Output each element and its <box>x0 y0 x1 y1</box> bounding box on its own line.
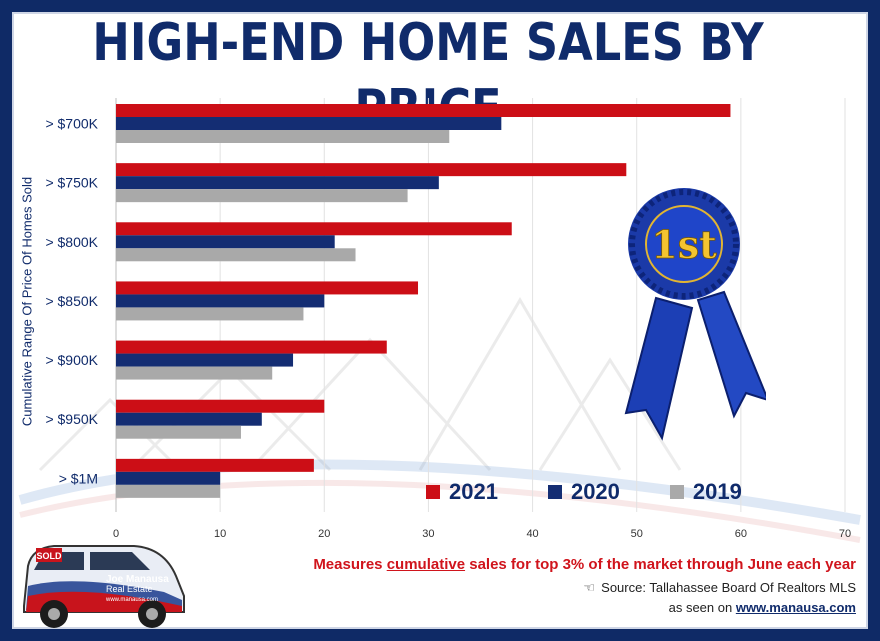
bar-2020 <box>116 294 325 308</box>
bar-2020 <box>116 353 294 367</box>
source-line: ☜ Source: Tallahassee Board Of Realtors M… <box>584 580 857 596</box>
branded-car-image: SOLD Joe Manausa Real Estate www.manausa… <box>23 545 185 628</box>
background-houses-illustration <box>38 297 682 472</box>
bar-2021 <box>116 399 325 413</box>
car-brand-line2: Real Estate <box>106 584 153 594</box>
bar-2020 <box>116 412 262 426</box>
footnote-emphasis: cumulative <box>386 556 466 573</box>
bar-2020 <box>116 235 335 249</box>
y-axis-label: Cumulative Range Of Price Of Homes Sold <box>19 176 35 427</box>
y-tick-label: > $1M <box>59 470 98 486</box>
y-tick-labels: > $700K > $750K > $800K > $850K > $900K > $95… <box>45 116 98 487</box>
bar-2019 <box>116 189 408 203</box>
bar-2019 <box>116 130 450 143</box>
y-tick-label: > $850K <box>45 293 98 309</box>
footnote-suffix: sales for top 3% of the market through J… <box>465 556 856 573</box>
bar-2020 <box>116 471 221 485</box>
bar-2019 <box>116 248 356 262</box>
y-tick-label: > $950K <box>45 411 98 427</box>
x-tick-label: 30 <box>422 528 434 540</box>
seen-on-line: as seen on www.manausa.com <box>669 600 856 615</box>
ribbon-label: 1st <box>651 222 717 267</box>
legend-label-2021: 2021 <box>449 479 498 504</box>
hand-icon: ☜ <box>583 580 596 595</box>
footnote-prefix: Measures <box>313 556 387 573</box>
footnote-cumulative: Measures cumulative sales for top 3% of … <box>313 556 856 573</box>
legend-swatch-2020 <box>547 485 562 499</box>
bar-2020 <box>116 117 502 130</box>
bar-2021 <box>116 281 419 295</box>
x-tick-label: 60 <box>735 528 747 540</box>
legend-label-2020: 2020 <box>570 479 620 504</box>
seen-on-url[interactable]: www.manausa.com <box>735 600 856 615</box>
bar-2019 <box>116 425 241 439</box>
legend-swatch-2021 <box>426 485 440 499</box>
x-tick-label: 40 <box>526 528 538 540</box>
first-place-ribbon: 1st <box>624 188 766 441</box>
bar-2019 <box>116 484 221 498</box>
bar-2019 <box>116 307 304 321</box>
legend-label-2019: 2019 <box>692 479 742 504</box>
legend-item-2019: 2019 <box>669 479 742 505</box>
bar-2020 <box>116 176 439 190</box>
car-sold-sign: SOLD <box>36 551 62 561</box>
chart-legend: 2021 2020 2019 <box>426 478 792 506</box>
background-swoosh <box>18 459 861 543</box>
bar-2021 <box>116 222 512 236</box>
car-brand-line1: Joe Manausa <box>106 574 169 585</box>
bar-2021 <box>116 163 627 177</box>
y-tick-label: > $900K <box>45 352 98 368</box>
source-text: Source: Tallahassee Board Of Realtors ML… <box>601 580 856 595</box>
legend-item-2020: 2020 <box>547 479 620 505</box>
seen-on-prefix: as seen on <box>668 600 736 615</box>
ribbon-tails <box>624 290 766 441</box>
bars-group <box>116 104 731 498</box>
y-tick-label: > $800K <box>45 234 98 250</box>
bar-2021 <box>116 458 314 472</box>
ribbon-rosette <box>628 188 740 300</box>
bar-2019 <box>116 366 273 380</box>
x-tick-label: 70 <box>839 528 851 540</box>
car-url: www.manausa.com <box>105 597 158 603</box>
legend-swatch-2019 <box>669 485 684 499</box>
y-tick-label: > $700K <box>45 116 98 132</box>
x-tick-label: 20 <box>318 528 330 540</box>
bar-2021 <box>116 104 731 117</box>
x-tick-label: 10 <box>214 528 226 540</box>
bar-2021 <box>116 340 387 354</box>
frame-inner-border <box>12 12 868 629</box>
x-tick-label: 50 <box>631 528 643 540</box>
x-tick-label: 0 <box>113 528 119 540</box>
legend-item-2021: 2021 <box>426 479 498 505</box>
x-tick-labels: 0 10 20 30 40 50 60 70 <box>113 528 851 540</box>
y-tick-label: > $750K <box>45 175 98 191</box>
